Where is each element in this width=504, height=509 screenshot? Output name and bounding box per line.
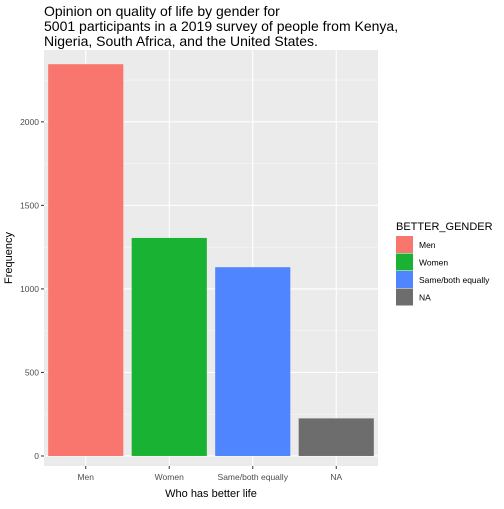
legend-title: BETTER_GENDER [396,221,493,233]
bar-same-both-equally [215,267,291,456]
y-tick-label: 1500 [20,200,39,210]
chart-title-line: 5001 participants in a 2019 survey of pe… [44,18,398,34]
y-tick-label: 500 [25,367,39,377]
legend-key-same-both-equally [396,271,413,288]
legend: BETTER_GENDER Men Women Same/both equally N… [396,221,493,306]
legend-label-same-both-equally: Same/both equally [419,275,490,285]
bars [48,64,374,456]
legend-label-na: NA [419,293,431,303]
y-tick-label: 0 [34,451,39,461]
x-tick-label: NA [330,472,342,482]
x-axis: Men Women Same/both equally NA [77,466,342,482]
legend-label-women: Women [419,258,448,268]
y-axis-title: Frequency [3,232,15,284]
legend-key-men [396,236,413,253]
x-axis-title: Who has better life [165,488,257,500]
chart-title-line: Opinion on quality of life by gender for [44,3,280,19]
chart-title-line: Nigeria, South Africa, and the United St… [44,33,318,49]
bar-na [298,418,374,456]
legend-key-na [396,288,413,306]
legend-key-women [396,253,413,271]
x-tick-label: Same/both equally [218,472,289,482]
y-tick-label: 1000 [20,284,39,294]
y-tick-label: 2000 [20,117,39,127]
chart-title: Opinion on quality of life by gender for… [44,3,398,49]
legend-label-men: Men [419,240,436,250]
legend-items: Men Women Same/both equally NA [396,236,490,306]
bar-men [48,64,124,456]
bar-women [131,237,207,456]
x-tick-label: Men [77,472,94,482]
y-axis: 0 500 1000 1500 2000 [20,117,44,461]
x-tick-label: Women [155,472,184,482]
